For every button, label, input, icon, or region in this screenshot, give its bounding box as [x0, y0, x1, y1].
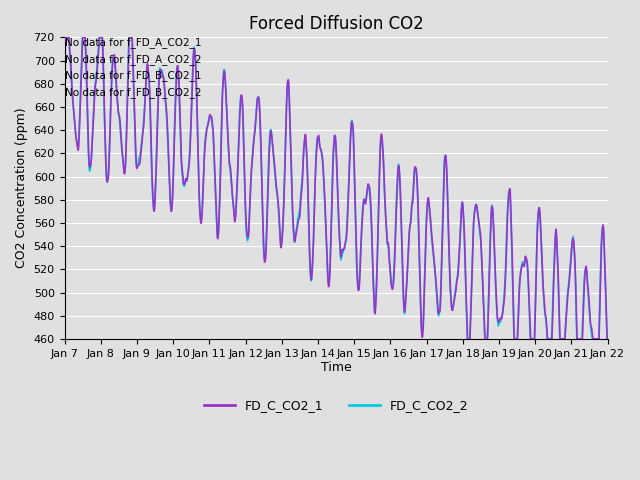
Line: FD_C_CO2_2: FD_C_CO2_2 [65, 37, 607, 339]
FD_C_CO2_2 [604, 336, 611, 342]
FD_C_CO2_1 [61, 35, 68, 40]
X-axis label: Time: Time [321, 361, 351, 374]
FD_C_CO2_2 [428, 234, 435, 240]
FD_C_CO2_1 [428, 231, 435, 237]
Text: No data for f_FD_B_CO2_2: No data for f_FD_B_CO2_2 [65, 87, 201, 98]
FD_C_CO2_1 [603, 336, 611, 342]
Title: Forced Diffusion CO2: Forced Diffusion CO2 [248, 15, 424, 33]
Y-axis label: CO2 Concentration (ppm): CO2 Concentration (ppm) [15, 108, 28, 268]
FD_C_CO2_1 [158, 73, 166, 79]
FD_C_CO2_2 [158, 68, 166, 74]
Legend: FD_C_CO2_1, FD_C_CO2_2: FD_C_CO2_1, FD_C_CO2_2 [198, 394, 474, 417]
FD_C_CO2_2 [316, 142, 323, 148]
FD_C_CO2_2 [458, 204, 465, 210]
Text: No data for f_FD_A_CO2_2: No data for f_FD_A_CO2_2 [65, 54, 201, 65]
FD_C_CO2_1 [489, 205, 497, 211]
FD_C_CO2_1 [458, 204, 465, 210]
FD_C_CO2_1 [604, 336, 611, 342]
FD_C_CO2_1 [316, 143, 324, 149]
Line: FD_C_CO2_1: FD_C_CO2_1 [65, 37, 607, 339]
FD_C_CO2_1 [464, 336, 472, 342]
FD_C_CO2_2 [463, 336, 471, 342]
Text: No data for f_FD_A_CO2_1: No data for f_FD_A_CO2_1 [65, 37, 201, 48]
FD_C_CO2_2 [488, 205, 496, 211]
Text: No data for f_FD_B_CO2_1: No data for f_FD_B_CO2_1 [65, 71, 201, 82]
FD_C_CO2_2 [603, 336, 611, 342]
FD_C_CO2_1 [61, 39, 68, 45]
FD_C_CO2_2 [61, 35, 68, 40]
